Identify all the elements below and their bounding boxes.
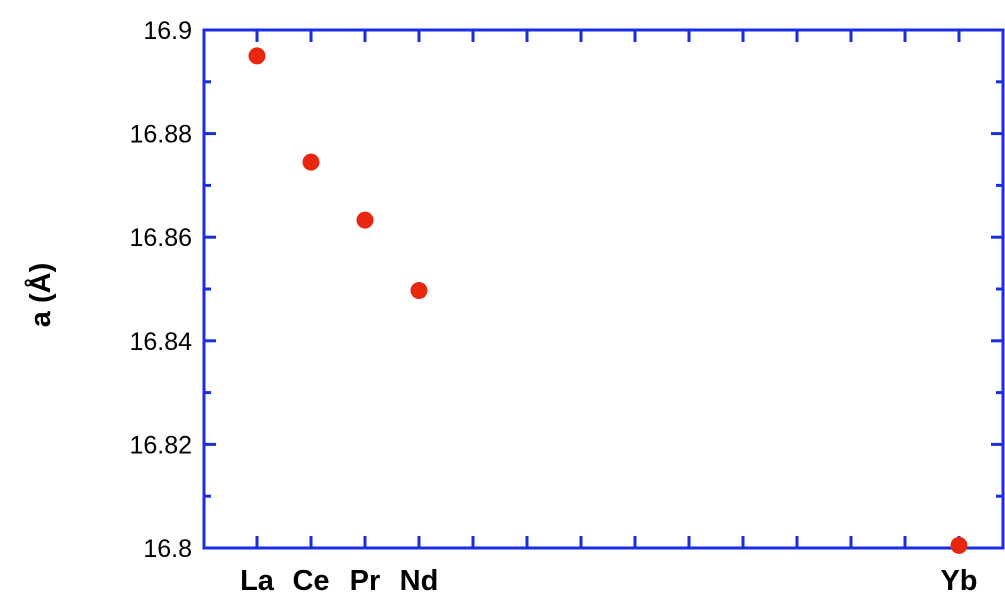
data-point <box>356 211 374 229</box>
axis-ticks <box>204 28 1003 550</box>
plot-frame <box>202 28 1005 550</box>
data-point <box>302 153 320 171</box>
x-tick-label: Yb <box>940 565 977 596</box>
data-point <box>410 282 428 300</box>
data-point <box>248 47 266 65</box>
y-tick-labels: 16.8 16.82 16.84 16.86 16.88 16.9 <box>129 17 192 563</box>
data-points <box>248 47 968 554</box>
y-tick-label: 16.84 <box>129 328 192 356</box>
x-tick-label: Pr <box>350 565 381 596</box>
x-tick-label: La <box>240 565 275 596</box>
y-tick-label: 16.9 <box>143 17 192 45</box>
x-tick-label: Nd <box>400 565 439 596</box>
y-tick-label: 16.8 <box>143 535 192 563</box>
plot-border <box>202 28 1005 550</box>
x-tick-label: Ce <box>292 565 329 596</box>
y-tick-label: 16.86 <box>129 224 192 252</box>
y-axis-title: a (Å) <box>24 263 57 327</box>
data-point <box>950 536 968 554</box>
x-tick-labels: La Ce Pr Nd Yb <box>240 565 977 596</box>
y-tick-label: 16.88 <box>129 121 192 149</box>
y-tick-label: 16.82 <box>129 431 192 459</box>
